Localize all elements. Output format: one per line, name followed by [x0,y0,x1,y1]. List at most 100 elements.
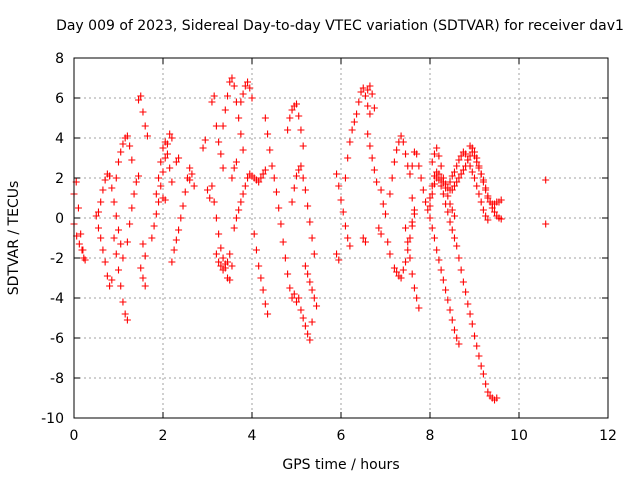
data-point [375,224,383,232]
data-point [444,192,452,200]
data-point [219,164,227,172]
data-point [232,158,240,166]
data-point [94,224,102,232]
data-point [344,234,352,242]
data-point [295,294,303,302]
data-point [455,254,463,262]
data-point [410,284,418,292]
data-point [168,134,176,142]
data-point [297,162,305,170]
data-point [433,144,441,152]
data-point [464,300,472,308]
data-point [306,336,314,344]
data-point [101,258,109,266]
data-point [212,250,220,258]
data-point [181,188,189,196]
data-point [446,306,454,314]
data-point [123,316,131,324]
data-point [428,190,436,198]
data-point [453,242,461,250]
data-point [306,278,314,286]
data-point [397,132,405,140]
data-point [137,264,145,272]
data-point [444,296,452,304]
data-point [108,184,116,192]
data-point [477,198,485,206]
data-point [437,266,445,274]
data-point [237,98,245,106]
x-tick-label: 12 [599,428,617,444]
data-point [257,174,265,182]
data-point [471,148,478,156]
data-point [217,150,225,158]
data-point [468,168,476,176]
data-point [119,298,127,306]
data-point [390,264,398,272]
data-point [404,238,412,246]
data-point [475,352,483,360]
data-point [406,170,414,178]
data-point [435,256,443,264]
data-point [457,152,465,160]
data-point [448,316,456,324]
data-point [272,188,280,196]
data-point [310,294,318,302]
data-point [344,154,352,162]
data-point [377,186,385,194]
data-point [415,162,423,170]
plot-frame [73,57,609,419]
data-point [250,230,258,238]
data-point [299,174,307,182]
data-point [333,250,341,258]
data-point [188,170,196,178]
data-point [219,266,227,274]
data-point [137,92,145,100]
data-point [346,138,354,146]
data-point [453,178,461,186]
data-point [77,230,85,238]
data-point [477,362,485,370]
data-point [464,156,472,164]
data-point [241,82,249,90]
data-point [219,122,227,130]
data-point [493,394,501,402]
data-point [217,262,225,270]
data-point [215,258,223,266]
data-point [159,144,167,152]
y-tick-label: 2 [55,171,64,187]
data-point [341,222,349,230]
data-point [99,246,107,254]
data-point [239,190,247,198]
data-point [244,174,252,182]
data-point [468,320,476,328]
y-tick-label: -6 [50,331,64,347]
data-point [128,204,136,212]
data-point [413,294,421,302]
data-point [155,174,163,182]
data-point [224,258,232,266]
data-point [157,182,165,190]
data-point [442,180,450,188]
data-point [92,212,100,220]
data-point [106,282,114,290]
x-tick-label: 4 [248,428,257,444]
data-point [308,234,316,242]
data-point [313,302,321,310]
data-point [115,226,122,234]
data-point [348,126,356,134]
data-point [275,204,283,212]
data-point [208,98,216,106]
x-axis-label: GPS time / hours [282,457,399,473]
data-point [139,274,147,282]
data-point [270,174,278,182]
y-tick-label: -4 [50,291,64,307]
data-point [402,224,410,232]
data-point [477,170,485,178]
data-point [433,246,441,254]
data-point [435,152,443,160]
data-point [368,90,376,98]
data-point [110,234,118,242]
data-point [135,96,143,104]
data-point [448,172,456,180]
data-point [446,218,454,226]
